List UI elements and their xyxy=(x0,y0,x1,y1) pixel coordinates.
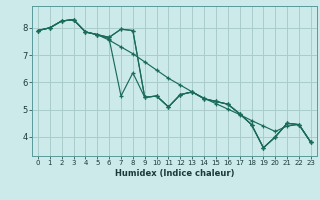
X-axis label: Humidex (Indice chaleur): Humidex (Indice chaleur) xyxy=(115,169,234,178)
